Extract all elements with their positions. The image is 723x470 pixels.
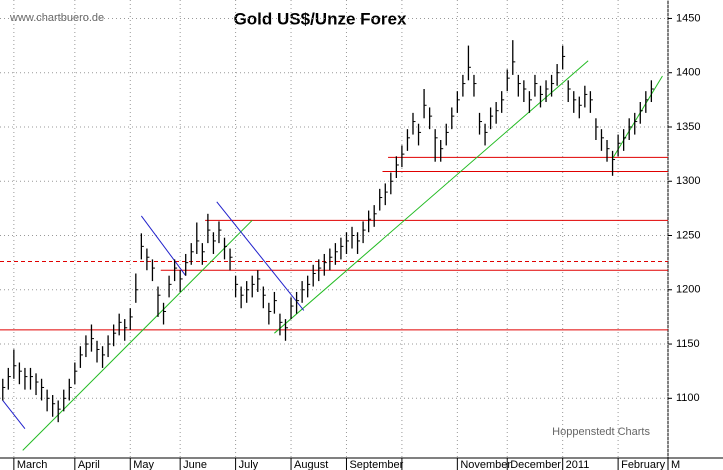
x-tick-label: February — [621, 459, 666, 470]
x-tick-label: November — [460, 459, 511, 470]
trend-line — [22, 219, 253, 451]
x-tick-label: 2011 — [566, 459, 590, 470]
trend-line — [140, 215, 187, 276]
x-tick-label: August — [294, 459, 328, 470]
source-note: Hoppenstedt Charts — [552, 426, 650, 438]
x-tick-label: April — [78, 459, 100, 470]
x-tick-label: December — [510, 459, 561, 470]
trend-line — [2, 400, 26, 430]
chart-title: Gold US$/Unze Forex — [234, 9, 407, 28]
y-tick-label: 1350 — [676, 121, 700, 133]
y-tick-label: 1400 — [676, 67, 700, 79]
x-tick-label: March — [17, 459, 48, 470]
y-tick-label: 1100 — [676, 392, 700, 404]
y-tick-label: 1250 — [676, 229, 700, 241]
y-tick-label: 1300 — [676, 175, 700, 187]
y-tick-label: 1450 — [676, 12, 700, 24]
trend-line — [216, 201, 305, 311]
y-tick-label: 1200 — [676, 284, 700, 296]
trend-line — [274, 60, 589, 334]
y-tick-label: 1150 — [676, 338, 700, 350]
trend-line — [612, 75, 663, 159]
x-tick-label: September — [349, 459, 403, 470]
watermark: www.chartbuero.de — [9, 12, 104, 24]
x-tick-label: May — [133, 459, 154, 470]
x-tick-label: July — [239, 459, 259, 470]
x-tick-label: June — [183, 459, 207, 470]
x-tick-label: M — [671, 459, 680, 470]
